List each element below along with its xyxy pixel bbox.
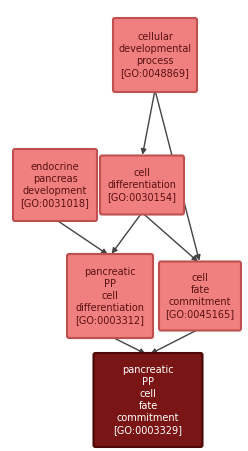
FancyBboxPatch shape [100,156,184,215]
Text: endocrine
pancreas
development
[GO:0031018]: endocrine pancreas development [GO:00310… [21,162,90,208]
FancyBboxPatch shape [113,18,197,92]
Text: cellular
developmental
process
[GO:0048869]: cellular developmental process [GO:00488… [119,32,191,78]
FancyBboxPatch shape [67,254,153,338]
Text: cell
differentiation
[GO:0030154]: cell differentiation [GO:0030154] [107,168,177,202]
FancyBboxPatch shape [93,353,203,447]
FancyBboxPatch shape [159,262,241,331]
Text: pancreatic
PP
cell
fate
commitment
[GO:0003329]: pancreatic PP cell fate commitment [GO:0… [114,365,183,435]
Text: pancreatic
PP
cell
differentiation
[GO:0003312]: pancreatic PP cell differentiation [GO:0… [75,267,145,325]
Text: cell
fate
commitment
[GO:0045165]: cell fate commitment [GO:0045165] [165,273,235,319]
FancyBboxPatch shape [13,149,97,221]
